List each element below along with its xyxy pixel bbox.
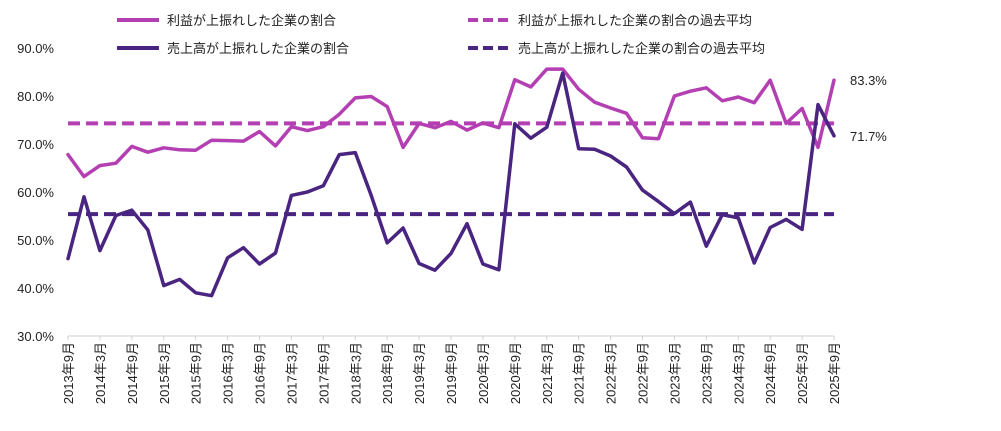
x-tick-label: 2025年3月 [795,342,810,404]
x-tick-label: 2016年3月 [221,342,236,404]
x-axis: 2013年9月 2014年3月 2014年9月 2015年3月 2015年9月 2016年… [61,335,842,404]
x-tick-label: 2024年9月 [763,342,778,404]
x-tick-label: 2016年9月 [253,342,268,404]
end-value-label: 83.3% [850,73,887,88]
x-tick-label: 2015年3月 [157,342,172,404]
legend-label: 売上高が上振れした企業の割合の過去平均 [518,41,765,56]
end-value-label: 71.7% [850,129,887,144]
x-tick-label: 2015年9月 [189,342,204,404]
legend-label: 利益が上振れした企業の割合の過去平均 [518,13,752,28]
legend-label: 利益が上振れした企業の割合 [167,13,336,28]
x-tick-label: 2025年9月 [827,342,842,404]
y-tick-label: 50.0% [17,233,54,248]
x-tick-label: 2018年9月 [380,342,395,404]
plot-area [66,67,836,298]
x-tick-label: 2017年3月 [284,342,299,404]
x-tick-label: 2023年9月 [699,342,714,404]
y-tick-label: 80.0% [17,89,54,104]
x-tick-label: 2014年9月 [125,342,140,404]
x-tick-label: 2022年3月 [604,342,619,404]
x-tick-label: 2018年3月 [348,342,363,404]
x-tick-label: 2022年9月 [636,342,651,404]
end-labels: 83.3% 71.7% [850,73,887,144]
x-tick-label: 2020年9月 [508,342,523,404]
series-line-2 [66,71,836,298]
x-tick-label: 2023年3月 [667,342,682,404]
x-tick-label: 2014年3月 [93,342,108,404]
y-tick-label: 70.0% [17,137,54,152]
x-tick-label: 2017年9月 [316,342,331,404]
legend: 利益が上振れした企業の割合 利益が上振れした企業の割合の過去平均売上高が上振れした… [117,13,765,56]
x-tick-label: 2020年3月 [476,342,491,404]
x-tick-label: 2013年9月 [61,342,76,404]
legend-label: 売上高が上振れした企業の割合 [167,41,349,56]
x-tick-label: 2021年9月 [572,342,587,404]
x-tick-label: 2019年9月 [444,342,459,404]
y-tick-label: 90.0% [17,41,54,56]
x-tick-label: 2021年3月 [540,342,555,404]
y-tick-label: 40.0% [17,281,54,296]
y-tick-label: 60.0% [17,185,54,200]
y-axis: 30.0% 40.0% 50.0% 60.0% 70.0% 80.0% 90.0% [17,41,54,344]
x-tick-label: 2019年3月 [412,342,427,404]
x-tick-label: 2024年3月 [731,342,746,404]
y-tick-label: 30.0% [17,329,54,344]
